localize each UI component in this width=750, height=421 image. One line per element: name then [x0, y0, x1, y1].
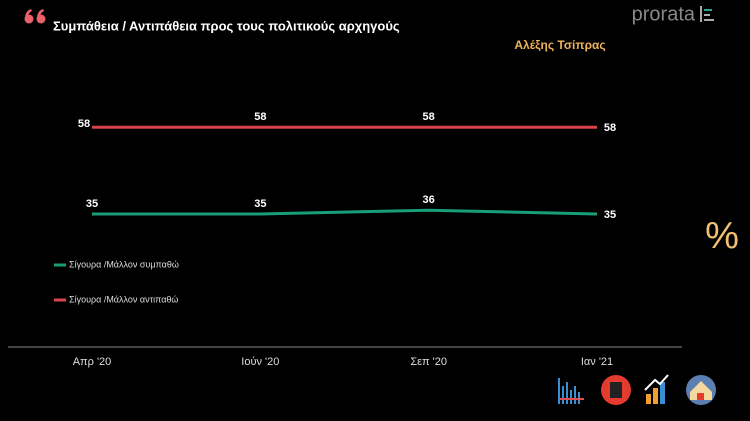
quote-mark [24, 9, 46, 24]
data-label: 36 [423, 194, 435, 206]
side-icon: % [705, 215, 739, 257]
legend-label: Σίγουρα /Μάλλον συμπαθώ [69, 259, 179, 269]
logo-icon [700, 6, 714, 22]
data-label: 35 [254, 198, 266, 210]
legend-label: Σίγουρα /Μάλλον αντιπαθώ [69, 294, 178, 304]
data-label: 58 [78, 118, 90, 130]
x-tick-label: Σεπ '20 [410, 356, 447, 368]
x-tick-label: Ιαν '21 [581, 356, 613, 368]
chart-subtitle: Αλέξης Τσίπρας [514, 38, 605, 52]
x-tick-label: Απρ '20 [73, 356, 112, 368]
data-label: 35 [86, 198, 98, 210]
data-label: 58 [423, 111, 435, 123]
logo: prorata [632, 3, 696, 25]
chart-title: Συμπάθεια / Αντιπάθεια προς τους πολιτικ… [53, 18, 400, 33]
data-label: 58 [254, 111, 266, 123]
data-label: 58 [604, 122, 616, 134]
x-tick-label: Ιούν '20 [241, 356, 279, 368]
footer-icons [558, 374, 716, 405]
data-label: 35 [604, 209, 616, 221]
series-line [92, 208, 598, 216]
